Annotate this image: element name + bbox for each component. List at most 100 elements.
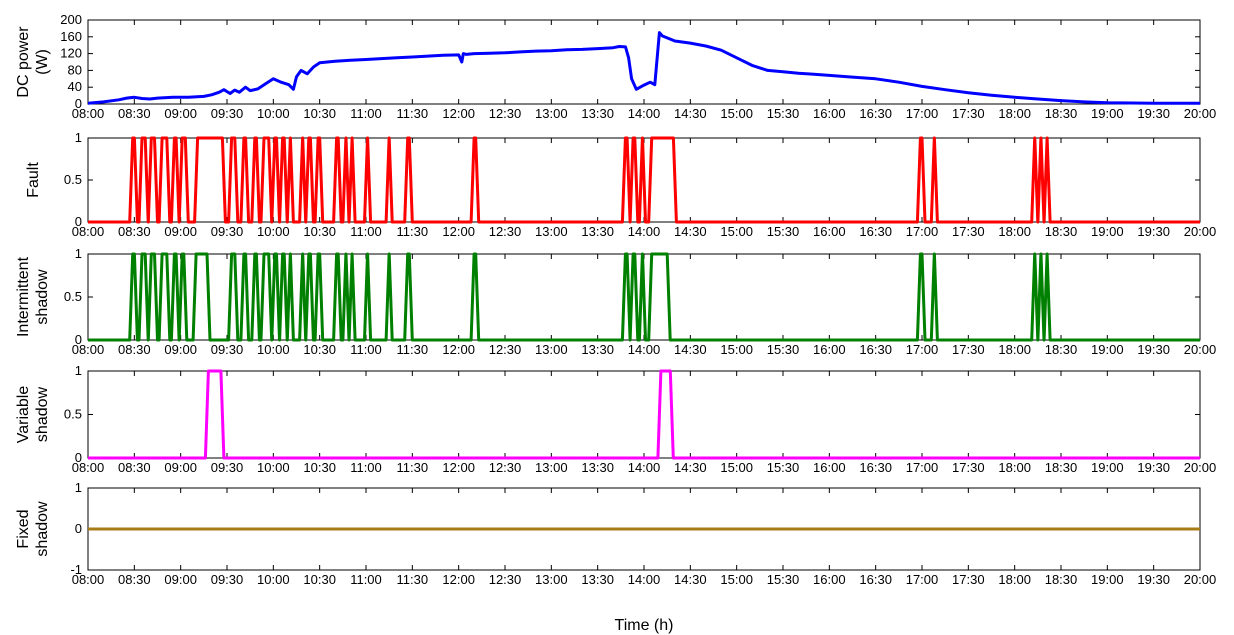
x-tick-label: 15:30 <box>767 224 800 239</box>
x-tick-label: 08:00 <box>72 460 105 475</box>
x-tick-label: 08:00 <box>72 106 105 121</box>
x-tick-label: 15:30 <box>767 342 800 357</box>
y-tick-label: 0 <box>75 96 82 111</box>
x-tick-label: 17:30 <box>952 460 985 475</box>
y-axis-title: Fixed shadow <box>15 501 51 557</box>
x-tick-label: 19:30 <box>1137 342 1170 357</box>
x-tick-label: 11:00 <box>350 106 382 121</box>
x-tick-label: 18:00 <box>998 224 1031 239</box>
chart-panel-3: 08:00 08:30 09:00 09:30 10:00 10:30 11:00 11:30… <box>15 246 1216 357</box>
x-tick-label: 16:30 <box>859 572 892 587</box>
x-tick-label: 15:30 <box>767 106 800 121</box>
x-tick-label: 14:00 <box>628 460 661 475</box>
x-tick-label: 12:00 <box>442 224 475 239</box>
x-tick-label: 19:30 <box>1137 572 1170 587</box>
y-tick-label: 160 <box>60 29 82 44</box>
y-axis-title-line: Fixed <box>15 509 32 548</box>
x-tick-label: 13:00 <box>535 460 568 475</box>
x-tick-label: 19:00 <box>1091 106 1124 121</box>
x-tick-label: 15:00 <box>720 460 753 475</box>
y-tick-label: 1 <box>75 130 82 145</box>
y-tick-label: 1 <box>75 480 82 495</box>
x-tick-label: 18:00 <box>998 106 1031 121</box>
x-tick-label: 13:30 <box>581 342 614 357</box>
x-tick-label: 09:00 <box>164 460 197 475</box>
y-axis-title-line: Fault <box>25 162 42 198</box>
x-tick-label: 17:30 <box>952 224 985 239</box>
y-tick-label: 0 <box>75 521 82 536</box>
y-tick-label: 0.5 <box>64 407 82 422</box>
y-tick-label: 40 <box>68 79 82 94</box>
x-tick-label: 08:30 <box>118 224 151 239</box>
x-tick-label: 11:00 <box>350 224 382 239</box>
y-axis-title: Fault <box>25 162 42 198</box>
chart-panel-2: 08:00 08:30 09:00 09:30 10:00 10:30 11:00 11:30… <box>25 130 1216 239</box>
x-tick-label: 10:30 <box>303 460 336 475</box>
x-tick-label: 17:30 <box>952 106 985 121</box>
x-tick-label: 08:00 <box>72 224 105 239</box>
x-tick-label: 10:00 <box>257 106 290 121</box>
plot-frame <box>87 370 1201 459</box>
x-tick-label: 12:00 <box>442 342 475 357</box>
plot-frame <box>87 19 1201 105</box>
x-tick-label: 12:30 <box>489 342 522 357</box>
x-tick-label: 09:30 <box>211 342 244 357</box>
x-tick-label: 09:00 <box>164 224 197 239</box>
x-tick-label: 11:30 <box>397 342 429 357</box>
y-axis-title-line: shadow <box>34 269 51 325</box>
y-tick-label: 0.5 <box>64 289 82 304</box>
x-tick-label: 16:30 <box>859 460 892 475</box>
x-tick-label: 08:30 <box>118 106 151 121</box>
x-tick-label: 10:30 <box>303 572 336 587</box>
data-series-line <box>88 252 1200 342</box>
y-axis-title-line: shadow <box>34 501 51 557</box>
x-tick-label: 16:00 <box>813 572 846 587</box>
x-tick-label: 17:00 <box>906 106 939 121</box>
y-tick-label: 1 <box>75 246 82 261</box>
x-tick-label: 10:00 <box>257 224 290 239</box>
x-tick-label: 09:00 <box>164 572 197 587</box>
x-tick-label: 14:30 <box>674 342 707 357</box>
x-tick-label: 20:00 <box>1184 224 1217 239</box>
x-tick-label: 15:30 <box>767 460 800 475</box>
x-tick-label: 20:00 <box>1184 460 1217 475</box>
x-tick-label: 11:30 <box>397 460 429 475</box>
x-tick-label: 14:30 <box>674 106 707 121</box>
x-tick-label: 20:00 <box>1184 342 1217 357</box>
y-axis-title: DC power (W) <box>15 26 51 98</box>
x-tick-label: 19:30 <box>1137 224 1170 239</box>
x-tick-label: 08:00 <box>72 342 105 357</box>
chart-panel-5: 08:00 08:30 09:00 09:30 10:00 10:30 11:00 11:30… <box>15 480 1216 587</box>
x-tick-label: 12:30 <box>489 106 522 121</box>
y-tick-label: 200 <box>60 12 82 27</box>
y-tick-label: 0 <box>75 450 82 465</box>
x-tick-label: 15:00 <box>720 224 753 239</box>
y-tick-label: 0.5 <box>64 172 82 187</box>
x-tick-label: 11:00 <box>350 460 382 475</box>
y-tick-label: 120 <box>60 46 82 61</box>
x-tick-label: 15:00 <box>720 342 753 357</box>
x-tick-label: 10:30 <box>303 224 336 239</box>
x-tick-label: 16:30 <box>859 224 892 239</box>
x-tick-label: 11:30 <box>397 106 429 121</box>
y-axis-title-line: Variable <box>15 386 32 444</box>
x-tick-label: 14:30 <box>674 224 707 239</box>
y-axis-title-line: shadow <box>34 386 51 442</box>
x-tick-label: 10:30 <box>303 106 336 121</box>
x-tick-label: 16:00 <box>813 342 846 357</box>
x-tick-label: 12:00 <box>442 460 475 475</box>
x-tick-label: 08:30 <box>118 572 151 587</box>
x-tick-label: 18:30 <box>1045 342 1078 357</box>
x-tick-label: 13:30 <box>581 224 614 239</box>
x-tick-label: 13:30 <box>581 106 614 121</box>
x-tick-label: 14:00 <box>628 106 661 121</box>
x-tick-label: 11:30 <box>397 224 429 239</box>
x-tick-label: 15:00 <box>720 572 753 587</box>
x-tick-label: 09:30 <box>211 106 244 121</box>
x-tick-label: 13:00 <box>535 106 568 121</box>
x-tick-label: 16:30 <box>859 106 892 121</box>
x-tick-label: 15:30 <box>767 572 800 587</box>
x-tick-label: 11:00 <box>350 342 382 357</box>
x-tick-label: 10:30 <box>303 342 336 357</box>
x-tick-label: 14:00 <box>628 572 661 587</box>
